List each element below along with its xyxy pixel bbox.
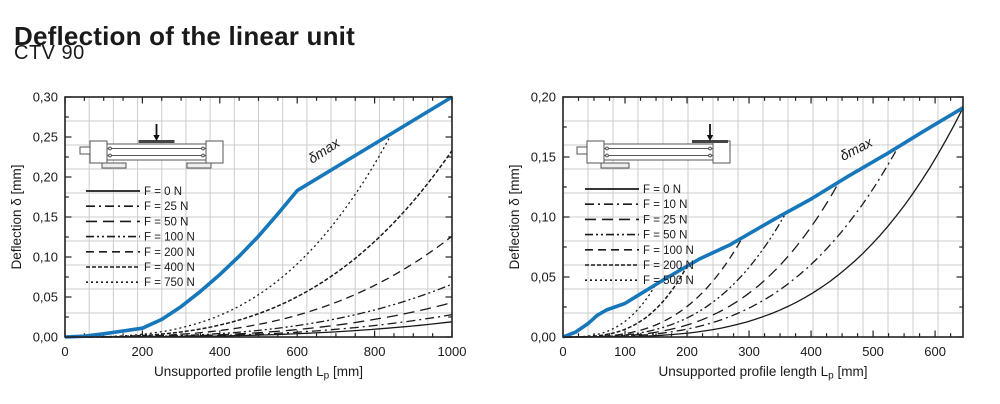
y-tick-label: 0,15 bbox=[531, 150, 556, 165]
support-foot bbox=[101, 162, 127, 169]
legend: F = 0 N F = 25 N F = 50 N F = 100 N F = 200 … bbox=[86, 186, 195, 289]
force-curve bbox=[65, 150, 453, 338]
deflection-chart-center-load: 0 200 400 600 800 1000 0,00 0,05 0,10 0,15 0,20 0,2… bbox=[9, 90, 467, 382]
force-curve bbox=[65, 235, 453, 338]
y-tick-label: 0,30 bbox=[33, 90, 58, 105]
y-tick-label: 0,20 bbox=[531, 90, 556, 105]
force-arrow-icon bbox=[706, 124, 714, 141]
plot-frame bbox=[64, 96, 453, 338]
y-tick-label: 0,05 bbox=[33, 290, 58, 305]
force-curve bbox=[65, 132, 393, 338]
y-tick-label: 0,00 bbox=[33, 330, 58, 345]
x-tick-label: 300 bbox=[738, 344, 760, 359]
legend: F = 0 N F = 10 N F = 25 N F = 50 N F = 100 N… bbox=[585, 184, 694, 287]
x-tick-label: 500 bbox=[862, 344, 884, 359]
x-tick-label: 100 bbox=[614, 344, 636, 359]
legend-label: F = 100 N bbox=[144, 232, 195, 244]
support-foot bbox=[186, 162, 212, 169]
rail-end-dot bbox=[201, 153, 205, 158]
rail-end-dot bbox=[605, 153, 609, 158]
x-axis-label: Unsupported profile length Lp [mm] bbox=[154, 364, 363, 382]
plot-frame bbox=[562, 96, 964, 338]
rail-end-dot bbox=[708, 146, 712, 151]
legend-label: F = 200 N bbox=[643, 260, 694, 272]
legend-label: F = 0 N bbox=[144, 186, 182, 198]
force-curve bbox=[563, 181, 840, 338]
unit-diagram-end-load bbox=[576, 140, 731, 169]
rail-end-dot bbox=[108, 146, 112, 151]
y-tick-label: 0,10 bbox=[531, 210, 556, 225]
legend-label: F = 200 N bbox=[144, 247, 195, 259]
carriage-plate bbox=[138, 140, 175, 143]
legend-label: F = 750 N bbox=[144, 277, 195, 289]
y-tick-label: 0,05 bbox=[531, 270, 556, 285]
x-tick-label: 400 bbox=[209, 344, 231, 359]
carriage-plate bbox=[692, 140, 728, 143]
y-tick-label: 0,15 bbox=[33, 210, 58, 225]
x-tick-label: 0 bbox=[61, 344, 68, 359]
x-tick-label: 600 bbox=[286, 344, 308, 359]
legend-label: F = 10 N bbox=[643, 199, 687, 211]
x-tick-label: 0 bbox=[559, 344, 566, 359]
grid bbox=[65, 97, 452, 337]
y-axis-label: Deflection δ [mm] bbox=[507, 164, 522, 269]
rail-end-dot bbox=[108, 153, 112, 158]
rail-end-dot bbox=[201, 146, 205, 151]
x-tick-label: 600 bbox=[924, 344, 946, 359]
force-curve bbox=[563, 147, 899, 338]
legend-label: F = 100 N bbox=[643, 245, 694, 257]
legend-label: F = 500 N bbox=[643, 275, 694, 287]
legend-label: F = 25 N bbox=[144, 201, 188, 213]
x-tick-label: 200 bbox=[132, 344, 154, 359]
deflection-chart-end-load: 0 100 200 300 400 500 600 0,00 0,05 0,10 0,15 0,20 U… bbox=[507, 90, 964, 382]
legend-label: F = 50 N bbox=[144, 216, 188, 228]
unit-diagram-center-load bbox=[79, 140, 224, 169]
y-tick-label: 0,10 bbox=[33, 250, 58, 265]
rail-end-dot bbox=[708, 153, 712, 158]
grid bbox=[563, 97, 963, 337]
legend-label: F = 25 N bbox=[643, 214, 687, 226]
legend-label: F = 0 N bbox=[643, 184, 681, 196]
x-tick-label: 200 bbox=[676, 344, 698, 359]
force-arrow-icon bbox=[153, 124, 160, 141]
model-subtitle: CTV 90 bbox=[14, 42, 85, 64]
support-foot bbox=[600, 162, 630, 169]
rail-end-dot bbox=[605, 146, 609, 151]
y-tick-label: 0,25 bbox=[33, 130, 58, 145]
x-tick-label: 800 bbox=[364, 344, 386, 359]
legend-label: F = 50 N bbox=[643, 230, 687, 242]
x-tick-label: 400 bbox=[800, 344, 822, 359]
page-title: Deflection of the linear unit bbox=[14, 21, 355, 52]
delta-max-label: δmax bbox=[305, 134, 343, 167]
y-tick-label: 0,20 bbox=[33, 170, 58, 185]
delta-max-label: δmax bbox=[837, 133, 876, 163]
legend-label: F = 400 N bbox=[144, 262, 195, 274]
x-tick-label: 1000 bbox=[438, 344, 467, 359]
y-axis-label: Deflection δ [mm] bbox=[9, 164, 24, 269]
x-axis-label: Unsupported profile length Lp [mm] bbox=[659, 364, 868, 382]
force-curve bbox=[65, 301, 453, 338]
delta-max-curve bbox=[64, 95, 453, 339]
delta-max-curve bbox=[562, 106, 964, 339]
y-tick-label: 0,00 bbox=[531, 330, 556, 345]
